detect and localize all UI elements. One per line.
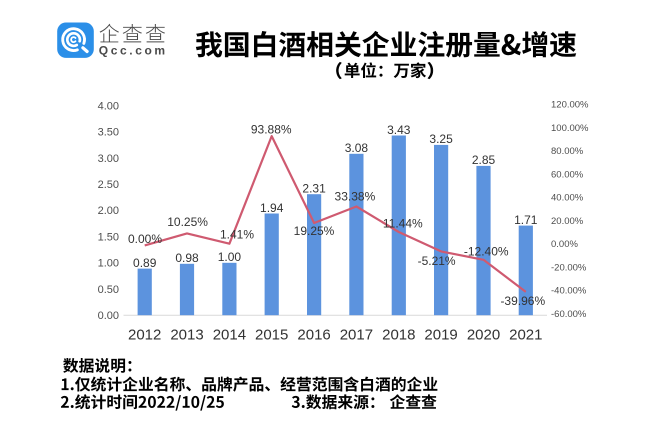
svg-text:93.88%: 93.88% — [251, 123, 292, 137]
svg-text:1.50: 1.50 — [98, 231, 119, 243]
svg-text:1.00: 1.00 — [98, 258, 119, 270]
svg-text:2019: 2019 — [424, 327, 457, 344]
svg-text:-39.96%: -39.96% — [500, 294, 545, 308]
svg-text:1.00: 1.00 — [218, 250, 242, 264]
svg-text:0.00: 0.00 — [98, 310, 119, 322]
svg-text:40.00%: 40.00% — [551, 193, 584, 204]
svg-text:2021: 2021 — [509, 327, 542, 344]
svg-text:2.31: 2.31 — [302, 182, 326, 196]
svg-text:20.00%: 20.00% — [551, 216, 584, 227]
svg-text:0.98: 0.98 — [175, 251, 199, 265]
svg-text:-40.00%: -40.00% — [551, 286, 587, 297]
svg-text:2018: 2018 — [382, 327, 415, 344]
svg-text:1.94: 1.94 — [260, 201, 284, 215]
svg-text:Qcc.com: Qcc.com — [99, 43, 168, 57]
svg-text:2017: 2017 — [340, 327, 373, 344]
svg-text:3.43: 3.43 — [387, 123, 411, 137]
svg-text:-20.00%: -20.00% — [551, 262, 587, 273]
svg-text:2014: 2014 — [213, 327, 246, 344]
svg-text:0.50: 0.50 — [98, 284, 119, 296]
svg-text:0.00%: 0.00% — [128, 232, 162, 246]
svg-text:11.44%: 11.44% — [383, 217, 423, 231]
svg-text:80.00%: 80.00% — [551, 146, 584, 157]
svg-text:-12.40%: -12.40% — [464, 244, 509, 258]
svg-text:100.00%: 100.00% — [551, 123, 589, 134]
svg-text:2.00: 2.00 — [98, 205, 119, 217]
svg-text:-5.21%: -5.21% — [418, 254, 456, 268]
svg-text:3.08: 3.08 — [345, 141, 369, 155]
svg-text:0.00%: 0.00% — [551, 239, 578, 250]
svg-text:33.38%: 33.38% — [335, 189, 376, 203]
svg-text:2013: 2013 — [170, 327, 203, 344]
svg-text:2015: 2015 — [255, 327, 288, 344]
svg-text:2020: 2020 — [467, 327, 500, 344]
svg-text:3.25: 3.25 — [429, 132, 453, 146]
svg-text:2012: 2012 — [128, 327, 161, 344]
svg-text:1.71: 1.71 — [514, 213, 538, 227]
svg-text:2.50: 2.50 — [98, 179, 119, 191]
svg-text:3.50: 3.50 — [98, 127, 119, 139]
svg-text:60.00%: 60.00% — [551, 169, 584, 180]
svg-text:4.00: 4.00 — [98, 100, 119, 112]
svg-text:10.25%: 10.25% — [167, 215, 208, 229]
svg-text:1.41%: 1.41% — [220, 227, 254, 241]
svg-text:120.00%: 120.00% — [551, 100, 589, 111]
svg-text:0.89: 0.89 — [133, 256, 157, 270]
svg-text:-60.00%: -60.00% — [551, 309, 587, 320]
svg-text:3.00: 3.00 — [98, 153, 119, 165]
svg-text:2016: 2016 — [297, 327, 330, 344]
svg-text:2.85: 2.85 — [472, 153, 496, 167]
svg-text:19.25%: 19.25% — [294, 224, 335, 238]
